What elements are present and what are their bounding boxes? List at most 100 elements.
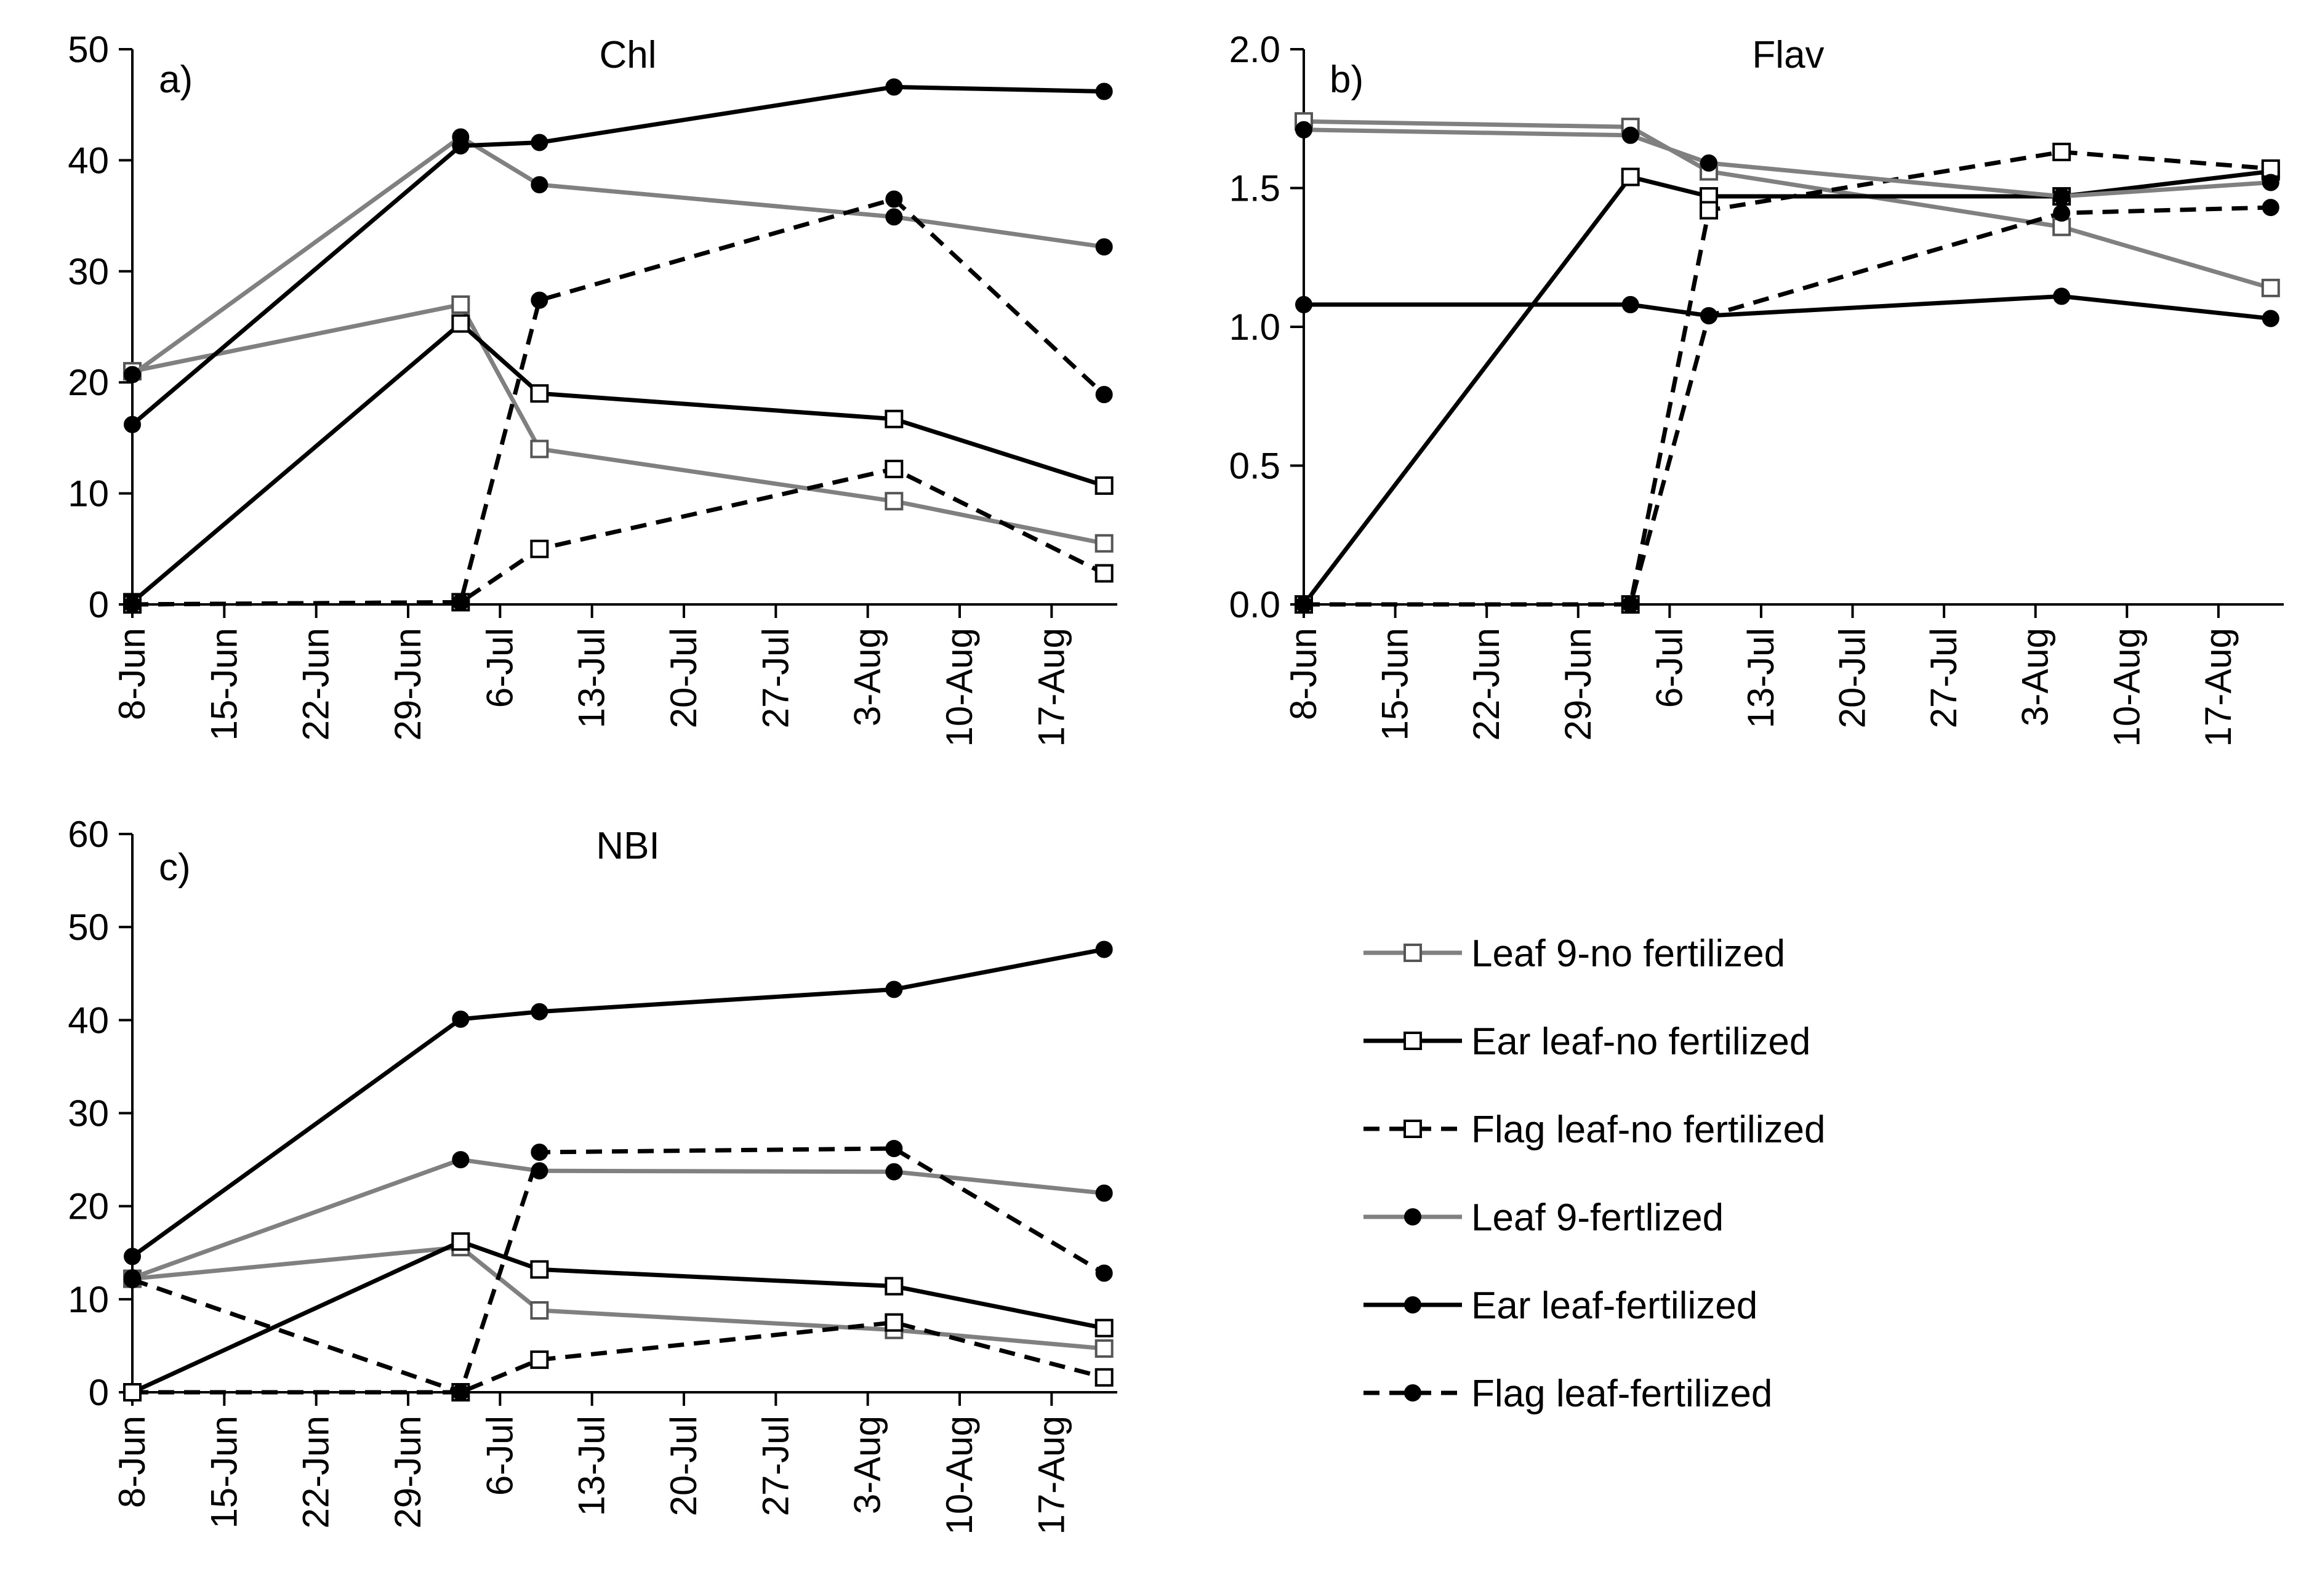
data-point	[124, 366, 141, 383]
data-point	[1095, 238, 1113, 256]
x-tick-label: 3-Aug	[847, 628, 888, 726]
y-tick-label: 50	[68, 907, 109, 948]
data-point	[885, 492, 904, 511]
series-3	[1295, 121, 2279, 206]
series-5	[1295, 199, 2279, 613]
data-point	[531, 134, 548, 151]
data-point	[1621, 167, 1640, 186]
data-point	[2053, 188, 2071, 206]
legend-label: Flag leaf-no fertilized	[1471, 1109, 1826, 1151]
data-point	[885, 1163, 903, 1181]
series-3	[124, 128, 1113, 383]
series-line	[1303, 127, 2271, 199]
data-point	[124, 1271, 141, 1289]
data-point	[452, 137, 470, 154]
data-point	[530, 1301, 549, 1320]
legend-marker	[1403, 1032, 1422, 1050]
series-line	[132, 197, 1106, 607]
panel-label: b)	[1330, 58, 1363, 101]
series-line	[1303, 119, 2271, 291]
chart-panel-chl: 0 10 20 30 40 50 8-Jun 15-Jun 22-Jun 29-Jun 6-Jul 1…	[68, 29, 1117, 747]
x-tick-label: 22-Jun	[295, 1416, 337, 1528]
series-line	[131, 321, 1105, 604]
x-tick-label: 27-Jul	[755, 628, 796, 728]
series-line	[132, 467, 1106, 607]
x-tick-label: 22-Jun	[1466, 628, 1507, 740]
x-tick-label: 6-Jul	[1648, 628, 1690, 708]
data-point	[1700, 201, 1719, 220]
data-point	[451, 314, 470, 333]
x-tick-label: 13-Jul	[1740, 628, 1781, 728]
y-tick-label: 20	[68, 1186, 109, 1227]
legend-label: Ear leaf-no fertilized	[1471, 1021, 1810, 1063]
x-tick-label: 10-Aug	[939, 628, 980, 747]
x-tick-label: 17-Aug	[2198, 628, 2239, 747]
x-tick-label: 8-Jun	[1283, 628, 1324, 720]
series-line	[132, 302, 1105, 546]
x-tick-label: 29-Jun	[1557, 628, 1599, 740]
data-point	[885, 1313, 904, 1332]
y-tick-label: 10	[68, 1279, 109, 1320]
data-point	[1295, 295, 1312, 313]
y-tick-label: 1.0	[1229, 307, 1280, 348]
data-point	[885, 459, 904, 478]
y-tick-label: 10	[68, 473, 109, 515]
series-1	[123, 314, 1114, 612]
series-line	[132, 1320, 1105, 1395]
data-point	[452, 1010, 470, 1028]
x-tick-label: 29-Jun	[387, 1416, 428, 1528]
series-line	[1304, 150, 2271, 607]
data-point	[2052, 142, 2071, 161]
x-tick-label: 29-Jun	[387, 628, 428, 740]
chart-title: NBI	[596, 825, 659, 867]
legend-marker	[1404, 1208, 1421, 1225]
x-tick-label: 8-Jun	[111, 1416, 153, 1508]
y-tick-label: 0	[89, 1372, 109, 1413]
legend-item: Ear leaf-fertilized	[1363, 1285, 1757, 1327]
data-point	[1094, 476, 1114, 495]
data-point	[1295, 596, 1312, 613]
data-point	[885, 409, 904, 428]
legend-label: Ear leaf-fertilized	[1471, 1285, 1757, 1327]
x-tick-label: 8-Jun	[111, 628, 153, 720]
legend-item: Ear leaf-no fertilized	[1363, 1021, 1810, 1063]
data-point	[451, 295, 470, 314]
data-point	[530, 1260, 549, 1279]
legend-item: Flag leaf-no fertilized	[1363, 1109, 1826, 1151]
data-point	[124, 415, 141, 433]
panels: 0 10 20 30 40 50 8-Jun 15-Jun 22-Jun 29-Jun 6-Jul 1…	[68, 29, 2284, 1534]
legend-marker	[1403, 1120, 1422, 1138]
x-tick-label: 15-Jun	[203, 1416, 244, 1528]
legend-item: Leaf 9-fertlized	[1363, 1197, 1724, 1239]
series-0	[123, 295, 1114, 553]
data-point	[1700, 307, 1718, 324]
data-point	[1295, 121, 1312, 138]
y-tick-label: 2.0	[1229, 29, 1280, 70]
x-tick-label: 27-Jul	[1923, 628, 1964, 728]
series-4	[124, 78, 1113, 433]
x-tick-label: 13-Jul	[571, 628, 612, 728]
y-tick-label: 1.5	[1229, 168, 1280, 209]
data-point	[1094, 564, 1114, 583]
data-point	[885, 208, 903, 226]
data-point	[1094, 1368, 1114, 1387]
data-point	[1700, 154, 1718, 172]
data-point	[530, 439, 549, 459]
legend-item: Leaf 9-no fertilized	[1363, 932, 1785, 975]
legend-label: Leaf 9-no fertilized	[1471, 932, 1785, 975]
data-point	[531, 1003, 548, 1021]
data-point	[885, 1139, 903, 1157]
y-tick-label: 20	[68, 362, 109, 403]
y-tick-label: 60	[68, 814, 109, 855]
series-2	[1295, 142, 2280, 614]
x-tick-label: 20-Jul	[1832, 628, 1873, 728]
data-point	[885, 980, 903, 998]
data-point	[452, 1384, 470, 1401]
x-tick-label: 10-Aug	[939, 1416, 980, 1534]
data-point	[2053, 287, 2071, 305]
chart-panel-flav: 0.0 0.5 1.0 1.5 2.0 8-Jun 15-Jun 22-Jun 29-Jun 6-…	[1229, 29, 2284, 747]
data-point	[1095, 1184, 1113, 1202]
series-5	[124, 190, 1113, 613]
x-tick-label: 22-Jun	[295, 628, 337, 740]
